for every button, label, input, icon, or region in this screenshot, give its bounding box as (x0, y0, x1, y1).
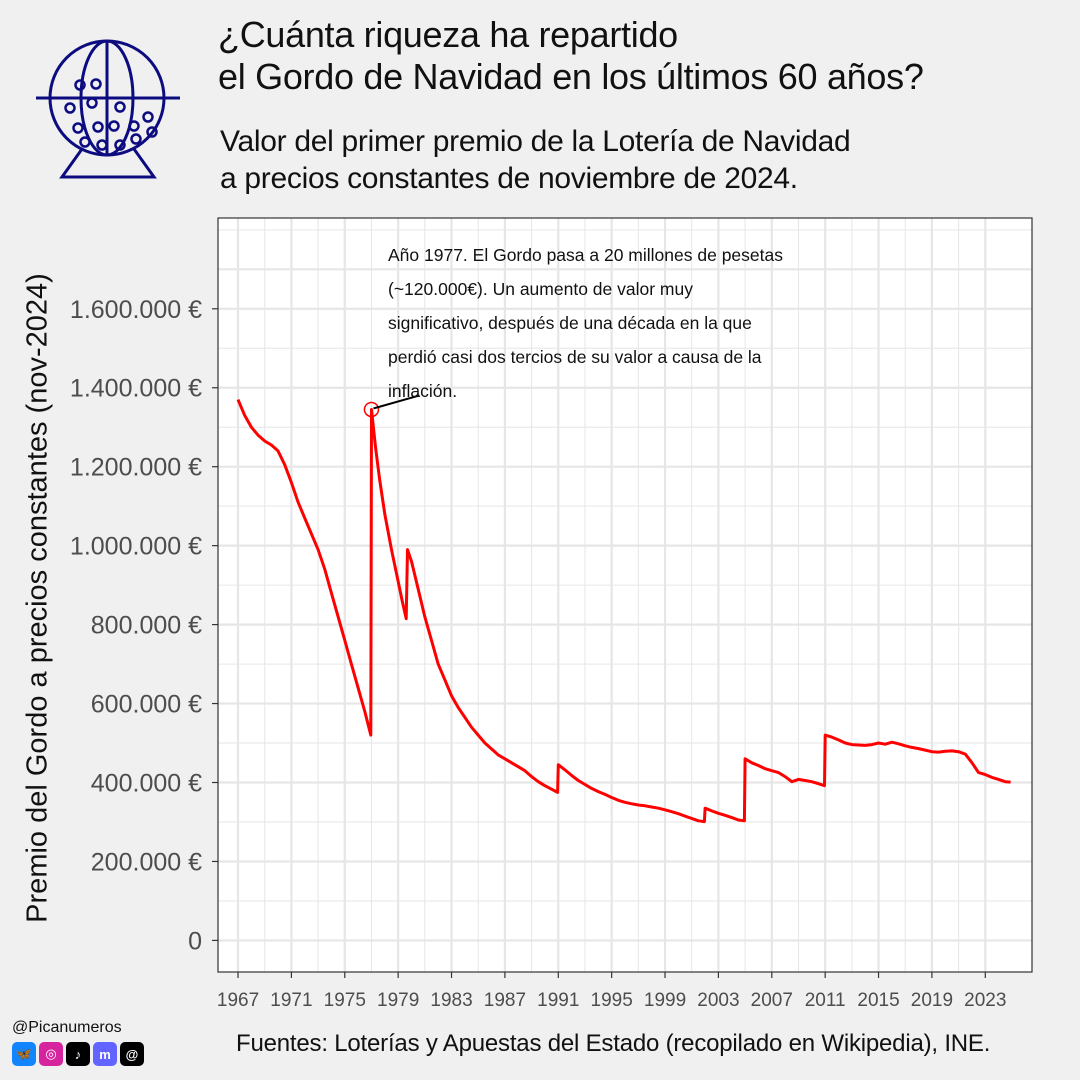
x-tick-label: 1995 (591, 990, 633, 1011)
y-tick-label: 0 (188, 927, 202, 955)
y-tick-label: 1.000.000 € (70, 533, 202, 561)
y-tick-label: 400.000 € (91, 770, 202, 798)
threads-icon: @ (120, 1042, 144, 1066)
x-tick-label: 2011 (805, 990, 846, 1011)
x-tick-label: 1967 (217, 990, 259, 1011)
instagram-icon: ◎ (39, 1042, 63, 1066)
mastodon-icon: m (93, 1042, 117, 1066)
chart-title: ¿Cuánta riqueza ha repartido el Gordo de… (218, 14, 924, 98)
y-axis-label: Premio del Gordo a precios constantes (n… (21, 273, 54, 923)
y-tick-label: 600.000 € (91, 691, 202, 719)
y-tick-label: 1.400.000 € (70, 375, 202, 403)
chart-subtitle: Valor del primer premio de la Lotería de… (220, 123, 851, 197)
plot-panel (218, 218, 1032, 972)
author-handle: @Picanumeros (12, 1019, 122, 1036)
tiktok-icon: ♪ (66, 1042, 90, 1066)
x-tick-label: 1971 (270, 990, 312, 1011)
x-tick-label: 2007 (751, 990, 793, 1011)
lottery-drum-logo-icon (36, 39, 180, 179)
source-note: Fuentes: Loterías y Apuestas del Estado … (236, 1030, 991, 1057)
y-tick-label: 1.200.000 € (70, 454, 202, 482)
y-tick-label: 800.000 € (91, 612, 202, 640)
series-line (236, 399, 1011, 824)
x-tick-label: 1987 (484, 990, 526, 1011)
subtitle-line-1: Valor del primer premio de la Lotería de… (220, 125, 851, 158)
x-tick-label: 1979 (377, 990, 419, 1011)
plot-border (217, 217, 1033, 973)
social-icons: 🦋 ◎ ♪ m @ (12, 1042, 144, 1066)
x-tick-label: 1991 (537, 990, 579, 1011)
x-tick-label: 1983 (430, 990, 472, 1011)
x-tick-label: 2019 (911, 990, 953, 1011)
title-line-2: el Gordo de Navidad en los últimos 60 añ… (218, 56, 924, 97)
y-tick-label: 1.600.000 € (70, 296, 202, 324)
y-tick-label: 200.000 € (91, 848, 202, 876)
title-line-1: ¿Cuánta riqueza ha repartido (218, 14, 678, 55)
x-tick-label: 2003 (697, 990, 739, 1011)
highlight-point-marker (363, 401, 380, 418)
x-tick-label: 1999 (644, 990, 686, 1011)
x-tick-label: 2023 (964, 990, 1006, 1011)
x-tick-label: 2015 (857, 990, 899, 1011)
subtitle-line-2: a precios constantes de noviembre de 202… (220, 162, 798, 195)
bluesky-icon: 🦋 (12, 1042, 36, 1066)
annotation-text: Año 1977. El Gordo pasa a 20 millones de… (388, 245, 783, 401)
x-tick-label: 1975 (324, 990, 366, 1011)
annotation-connector (373, 394, 420, 410)
